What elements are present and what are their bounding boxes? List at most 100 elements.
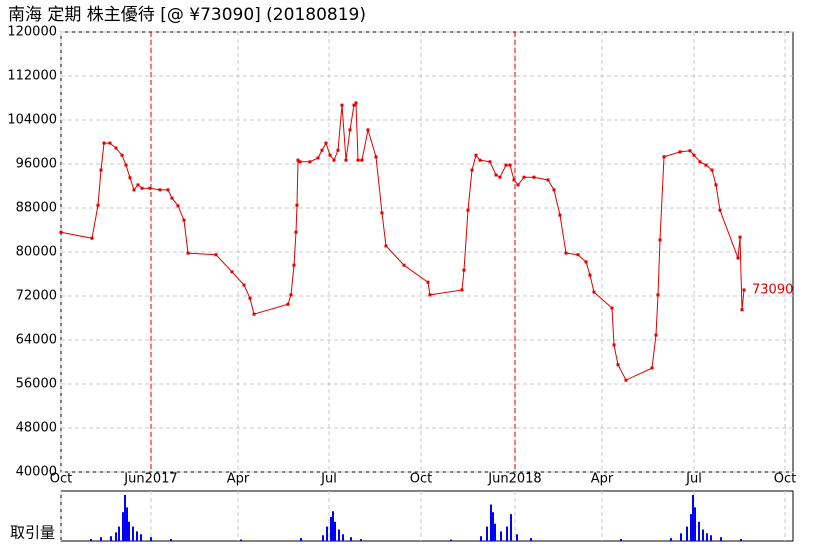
price-point (324, 141, 328, 145)
price-point (320, 148, 324, 152)
price-point (714, 183, 718, 187)
price-point (508, 163, 512, 167)
price-point (348, 128, 352, 132)
volume-bar (516, 534, 518, 541)
volume-bar (450, 539, 452, 541)
price-point (182, 218, 186, 222)
price-point (140, 186, 144, 190)
price-point (352, 103, 356, 107)
price-point (522, 175, 526, 179)
price-point (316, 156, 320, 160)
volume-bar (692, 494, 694, 541)
volume-bar (686, 526, 688, 541)
price-point (294, 230, 298, 234)
volume-bar (140, 534, 142, 541)
y-tick-label: 88000 (16, 201, 57, 216)
volume-bar (342, 534, 344, 541)
price-point (678, 150, 682, 154)
price-point (186, 251, 190, 255)
price-point (654, 333, 658, 337)
price-point (488, 160, 492, 164)
price-point (108, 141, 112, 145)
price-point (592, 290, 596, 294)
volume-bar (350, 537, 352, 541)
volume-bar (334, 521, 336, 541)
price-point (516, 183, 520, 187)
volume-bar (300, 538, 302, 541)
price-point (336, 148, 340, 152)
price-point (366, 128, 370, 132)
price-point (466, 208, 470, 212)
volume-bar (122, 512, 124, 541)
volume-bar (326, 526, 328, 541)
price-point (248, 296, 252, 300)
price-point (380, 211, 384, 215)
x-tick-label: Jun2017 (123, 472, 177, 487)
price-point (616, 363, 620, 367)
price-point (588, 273, 592, 277)
price-point (584, 260, 588, 264)
volume-bar (680, 533, 682, 541)
volume-bar (100, 537, 102, 541)
price-point (328, 153, 332, 157)
price-point (96, 203, 100, 207)
price-point (114, 146, 118, 150)
volume-bar (670, 538, 672, 541)
price-point (298, 160, 302, 164)
price-point (374, 155, 378, 159)
volume-bar (124, 494, 126, 541)
price-point (698, 160, 702, 164)
price-point (656, 293, 660, 297)
volume-bar (338, 529, 340, 541)
volume-bar (115, 532, 117, 541)
volume-bar (492, 512, 494, 541)
volume-bar (740, 539, 742, 541)
price-point (292, 263, 296, 267)
price-point (166, 188, 170, 192)
price-point (99, 168, 103, 172)
price-point (90, 236, 94, 240)
volume-bar (132, 526, 134, 541)
volume-bar (128, 521, 130, 541)
y-tick-label: 120000 (7, 25, 57, 40)
volume-bar (330, 517, 332, 541)
volume-bar (710, 535, 712, 541)
price-point (738, 235, 742, 239)
price-point (736, 256, 740, 260)
volume-bar (506, 526, 508, 541)
price-point (692, 153, 696, 157)
price-point (402, 263, 406, 267)
price-point (170, 196, 174, 200)
volume-bar (690, 514, 692, 541)
volume-bar (720, 537, 722, 541)
price-point (460, 288, 464, 292)
price-point (360, 158, 364, 162)
price-point (158, 188, 162, 192)
price-point (132, 188, 136, 192)
y-tick-label: 96000 (16, 157, 57, 172)
last-price-label: 73090 (752, 283, 793, 298)
volume-bar (480, 536, 482, 541)
price-point (688, 149, 692, 153)
volume-bar (500, 531, 502, 541)
price-point (214, 253, 218, 257)
price-point (624, 378, 628, 382)
price-point (558, 213, 562, 217)
price-point (718, 208, 722, 212)
price-line (60, 101, 745, 381)
y-tick-label: 56000 (16, 377, 57, 392)
volume-frame (60, 490, 794, 542)
volume-bar (698, 521, 700, 541)
price-point (612, 343, 616, 347)
price-point (426, 280, 430, 284)
volume-bar (510, 514, 512, 541)
price-point (148, 186, 152, 190)
price-point (658, 238, 662, 242)
price-point (470, 168, 474, 172)
price-point (742, 288, 746, 292)
x-tick-label: Oct (50, 472, 72, 487)
price-point (102, 141, 106, 145)
price-point (230, 270, 234, 274)
price-point (332, 158, 336, 162)
